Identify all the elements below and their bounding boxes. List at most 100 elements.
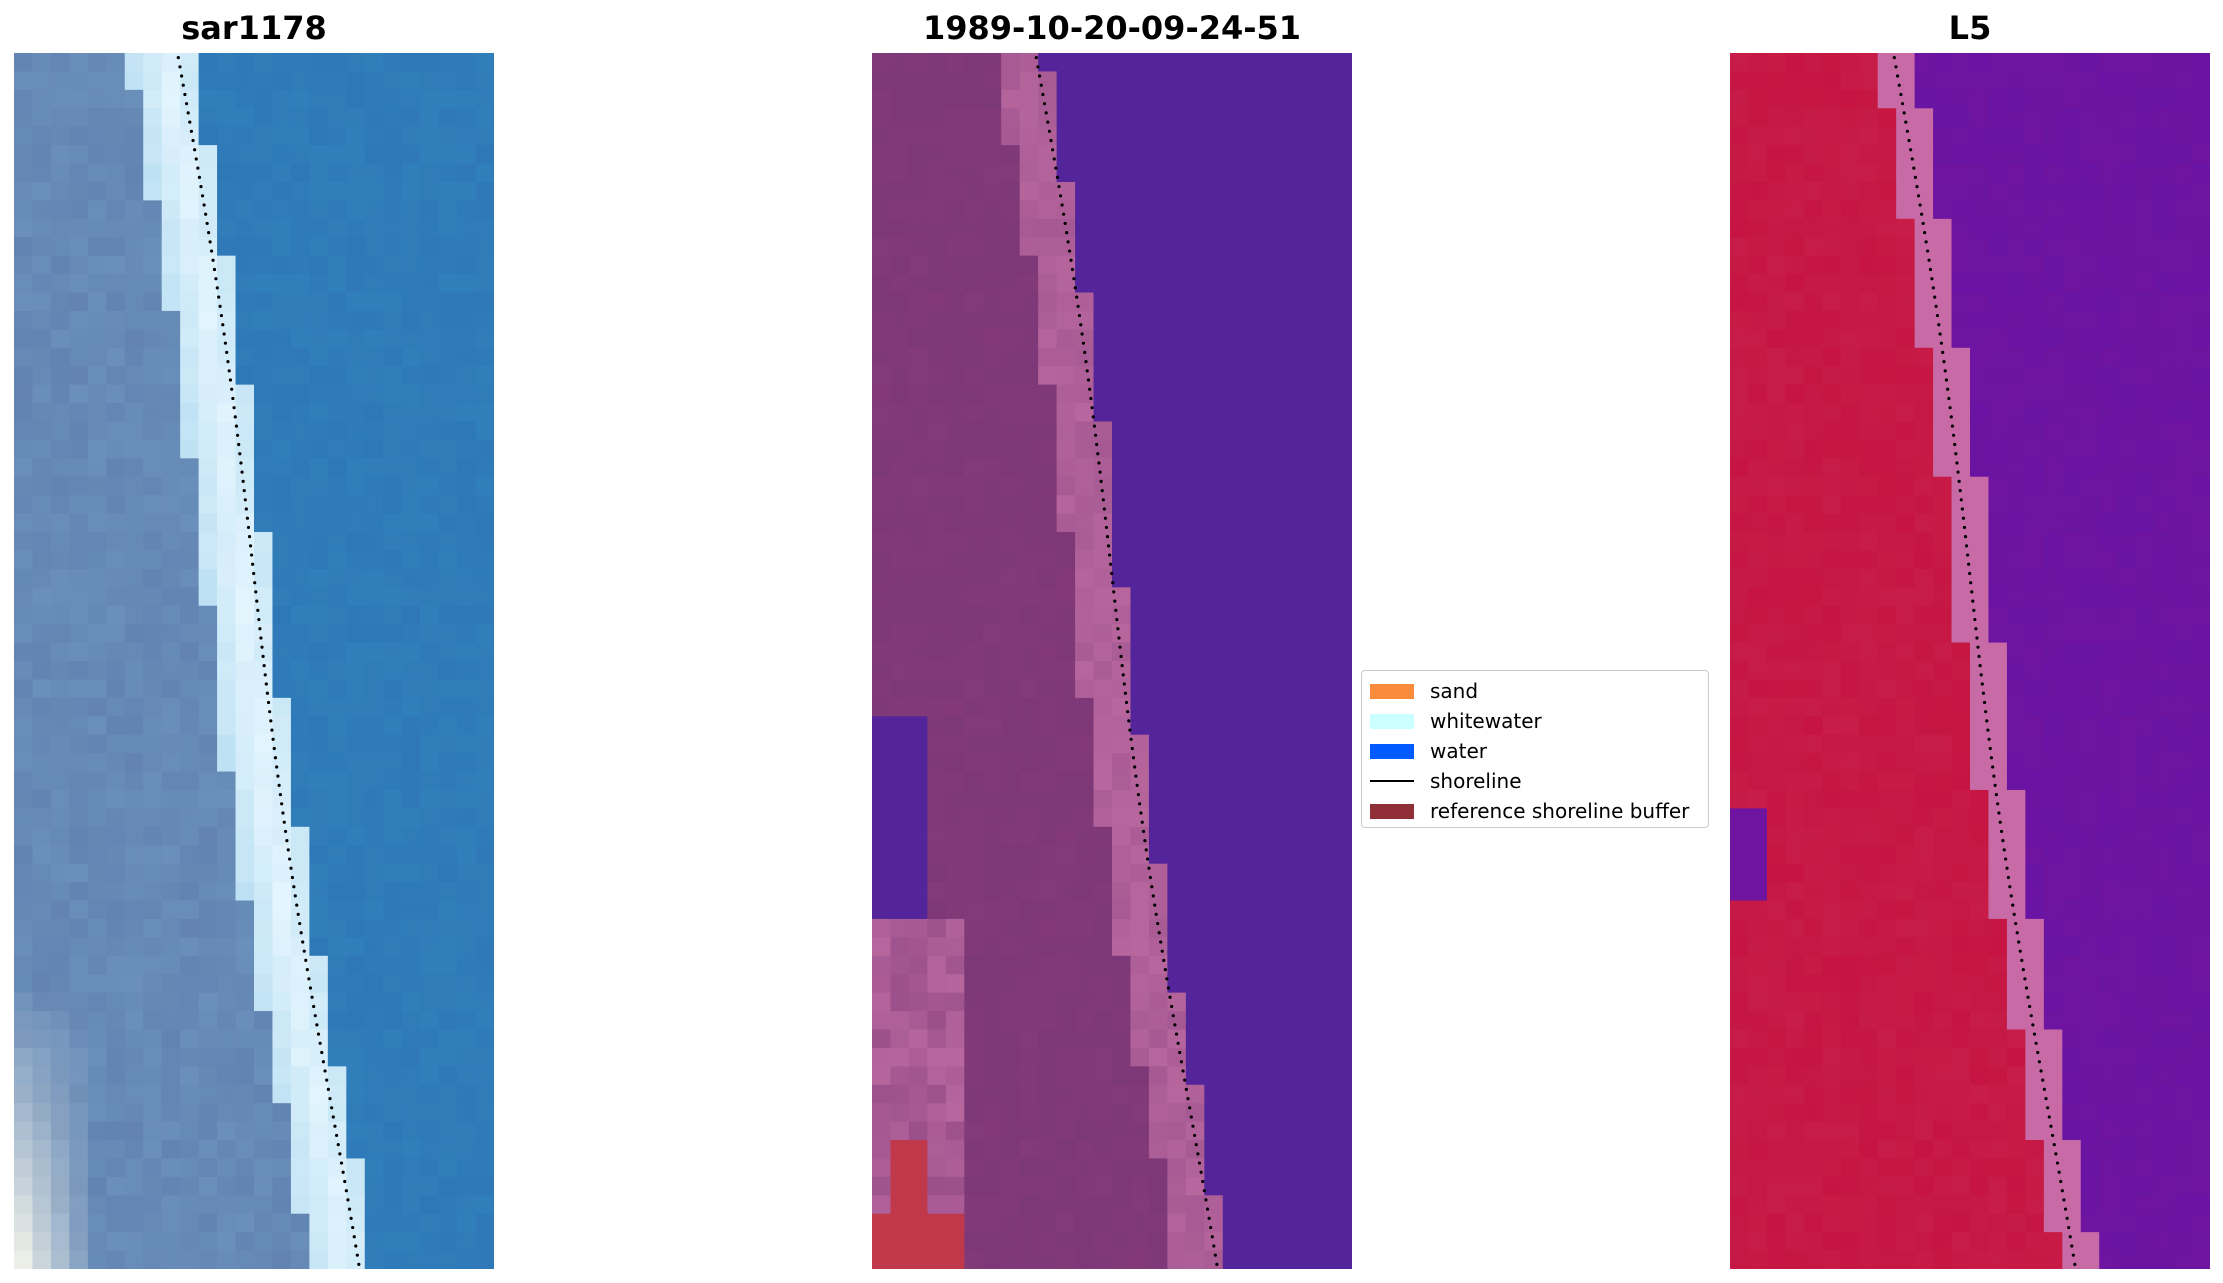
nir-pixel: [1803, 384, 1823, 404]
rgb-pixel: [180, 679, 200, 699]
rgb-pixel: [272, 218, 292, 238]
nir-pixel: [2025, 126, 2045, 146]
nir-pixel: [2062, 421, 2082, 441]
rgb-pixel: [161, 918, 181, 938]
nir-pixel: [2025, 421, 2045, 441]
classification-pixel: [1333, 200, 1352, 220]
rgb-pixel: [327, 734, 347, 754]
classification-pixel: [1278, 1029, 1298, 1049]
rgb-pixel: [327, 126, 347, 146]
classification-pixel: [1241, 1066, 1261, 1086]
nir-pixel: [1877, 679, 1897, 699]
nir-pixel: [1803, 89, 1823, 109]
classification-pixel: [1241, 1158, 1261, 1178]
classification-pixel: [1185, 71, 1205, 91]
nir-pixel: [1730, 955, 1750, 975]
classification-pixel: [1167, 274, 1187, 294]
nir-pixel: [2006, 642, 2026, 662]
nir-pixel: [1914, 384, 1934, 404]
rgb-pixel: [143, 550, 163, 570]
shoreline-point: [1129, 737, 1133, 741]
classification-pixel: [1001, 789, 1021, 809]
classification-pixel: [945, 495, 965, 515]
rgb-pixel: [32, 1158, 52, 1178]
classification-pixel: [1167, 218, 1187, 238]
rgb-pixel: [32, 550, 52, 570]
shoreline-point: [349, 1216, 353, 1220]
shoreline-point: [1192, 1133, 1197, 1138]
rgb-pixel: [32, 661, 52, 681]
rgb-pixel: [198, 1250, 218, 1269]
rgb-pixel: [198, 900, 218, 920]
classification-pixel: [1056, 310, 1076, 330]
rgb-pixel: [198, 476, 218, 496]
classification-pixel: [1259, 1158, 1279, 1178]
classification-pixel: [1315, 937, 1335, 957]
nir-pixel: [2136, 697, 2156, 717]
nir-pixel: [2154, 937, 2174, 957]
nir-pixel: [1785, 863, 1805, 883]
nir-pixel: [1766, 513, 1786, 533]
classification-image: [872, 53, 1352, 1269]
rgb-pixel: [143, 753, 163, 773]
nir-pixel: [2117, 771, 2137, 791]
classification-pixel: [1148, 513, 1168, 533]
shoreline-point: [333, 1124, 337, 1128]
nir-pixel: [1766, 181, 1786, 201]
classification-pixel: [1333, 882, 1352, 902]
rgb-pixel: [346, 679, 366, 699]
rgb-pixel: [69, 495, 89, 515]
nir-pixel: [1730, 642, 1750, 662]
nir-pixel: [2154, 716, 2174, 736]
shoreline-point: [1112, 590, 1116, 594]
nir-pixel: [1951, 900, 1971, 920]
classification-image-panel: [872, 53, 1352, 1269]
classification-pixel: [964, 1232, 984, 1252]
classification-pixel: [927, 200, 947, 220]
classification-pixel: [1001, 661, 1021, 681]
shoreline-point: [1081, 341, 1086, 345]
rgb-pixel: [217, 550, 237, 570]
nir-pixel: [2099, 513, 2119, 533]
classification-pixel: [945, 310, 965, 330]
classification-pixel: [1038, 1029, 1058, 1049]
rgb-pixel: [198, 1158, 218, 1178]
rgb-pixel: [383, 753, 403, 773]
classification-pixel: [1167, 550, 1187, 570]
classification-pixel: [1204, 1232, 1224, 1252]
nir-pixel: [1840, 605, 1860, 625]
rgb-pixel: [254, 126, 274, 146]
classification-pixel: [890, 587, 910, 607]
nir-pixel: [1914, 108, 1934, 128]
rgb-pixel: [254, 200, 274, 220]
nir-pixel: [1840, 218, 1860, 238]
rgb-pixel: [14, 329, 34, 349]
nir-pixel: [1730, 310, 1750, 330]
nir-pixel: [1970, 126, 1990, 146]
rgb-pixel: [235, 1103, 255, 1123]
classification-pixel: [1241, 513, 1261, 533]
nir-pixel: [2136, 495, 2156, 515]
classification-pixel: [1259, 587, 1279, 607]
classification-pixel: [1019, 882, 1039, 902]
nir-pixel: [2117, 826, 2137, 846]
rgb-pixel: [217, 1066, 237, 1086]
nir-pixel: [1785, 384, 1805, 404]
nir-pixel: [1988, 716, 2008, 736]
rgb-pixel: [327, 697, 347, 717]
classification-pixel: [908, 200, 928, 220]
rgb-pixel: [364, 200, 384, 220]
rgb-pixel: [457, 384, 477, 404]
classification-pixel: [1296, 1195, 1316, 1215]
nir-pixel: [1970, 108, 1990, 128]
rgb-pixel: [217, 255, 237, 275]
classification-pixel: [1333, 163, 1352, 183]
nir-pixel: [2136, 53, 2156, 73]
classification-pixel: [1222, 1011, 1242, 1031]
classification-pixel: [1038, 605, 1058, 625]
rgb-pixel: [327, 89, 347, 109]
nir-pixel: [1933, 476, 1953, 496]
classification-pixel: [964, 679, 984, 699]
nir-pixel: [2043, 808, 2063, 828]
classification-pixel: [872, 421, 892, 441]
